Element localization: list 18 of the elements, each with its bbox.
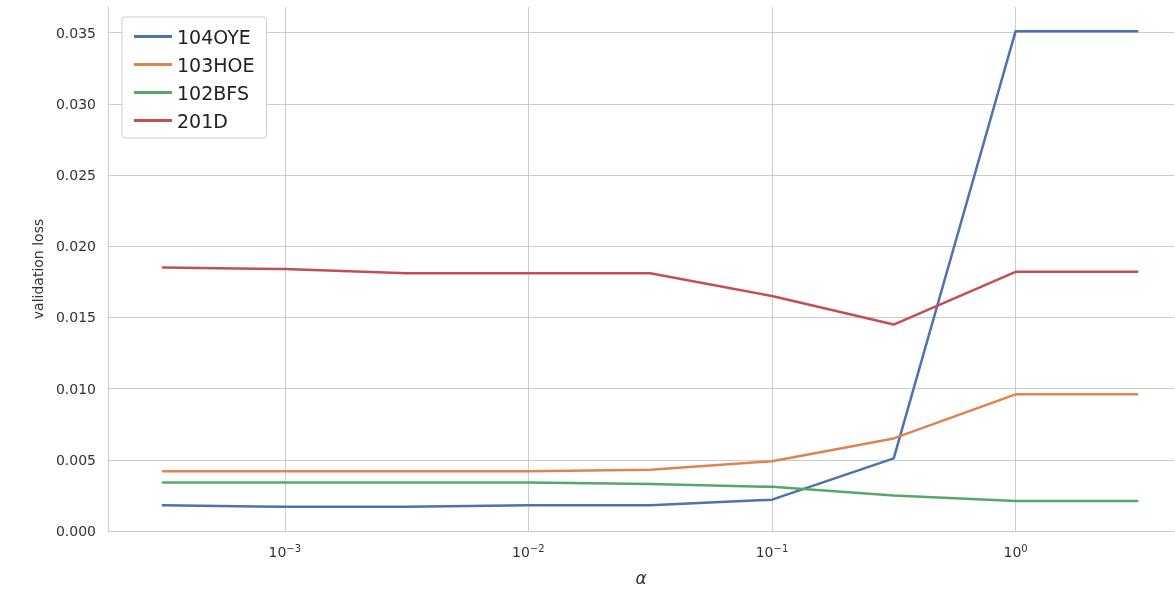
y-tick-label: 0.025 bbox=[55, 167, 96, 184]
x-axis-title: α bbox=[635, 567, 647, 588]
y-tick-label: 0.020 bbox=[55, 238, 96, 255]
line-series bbox=[161, 29, 1139, 509]
y-tick-label: 0.030 bbox=[55, 95, 96, 112]
line-series bbox=[161, 481, 1139, 503]
legend-label: 103HOE bbox=[177, 53, 255, 76]
y-tick-label: 0.000 bbox=[55, 523, 96, 539]
y-tick-label: 0.005 bbox=[55, 451, 96, 468]
y-tick-label: 0.015 bbox=[55, 309, 96, 326]
y-tick-label: 0.010 bbox=[55, 380, 96, 397]
legend-label: 104OYE bbox=[177, 25, 251, 48]
y-axis-title: validation loss bbox=[30, 218, 47, 320]
y-tick-label: 0.035 bbox=[55, 24, 96, 41]
legend-label: 201D bbox=[177, 109, 228, 132]
line-series bbox=[161, 266, 1139, 326]
legend-label: 102BFS bbox=[177, 81, 249, 104]
line-series bbox=[161, 393, 1139, 473]
